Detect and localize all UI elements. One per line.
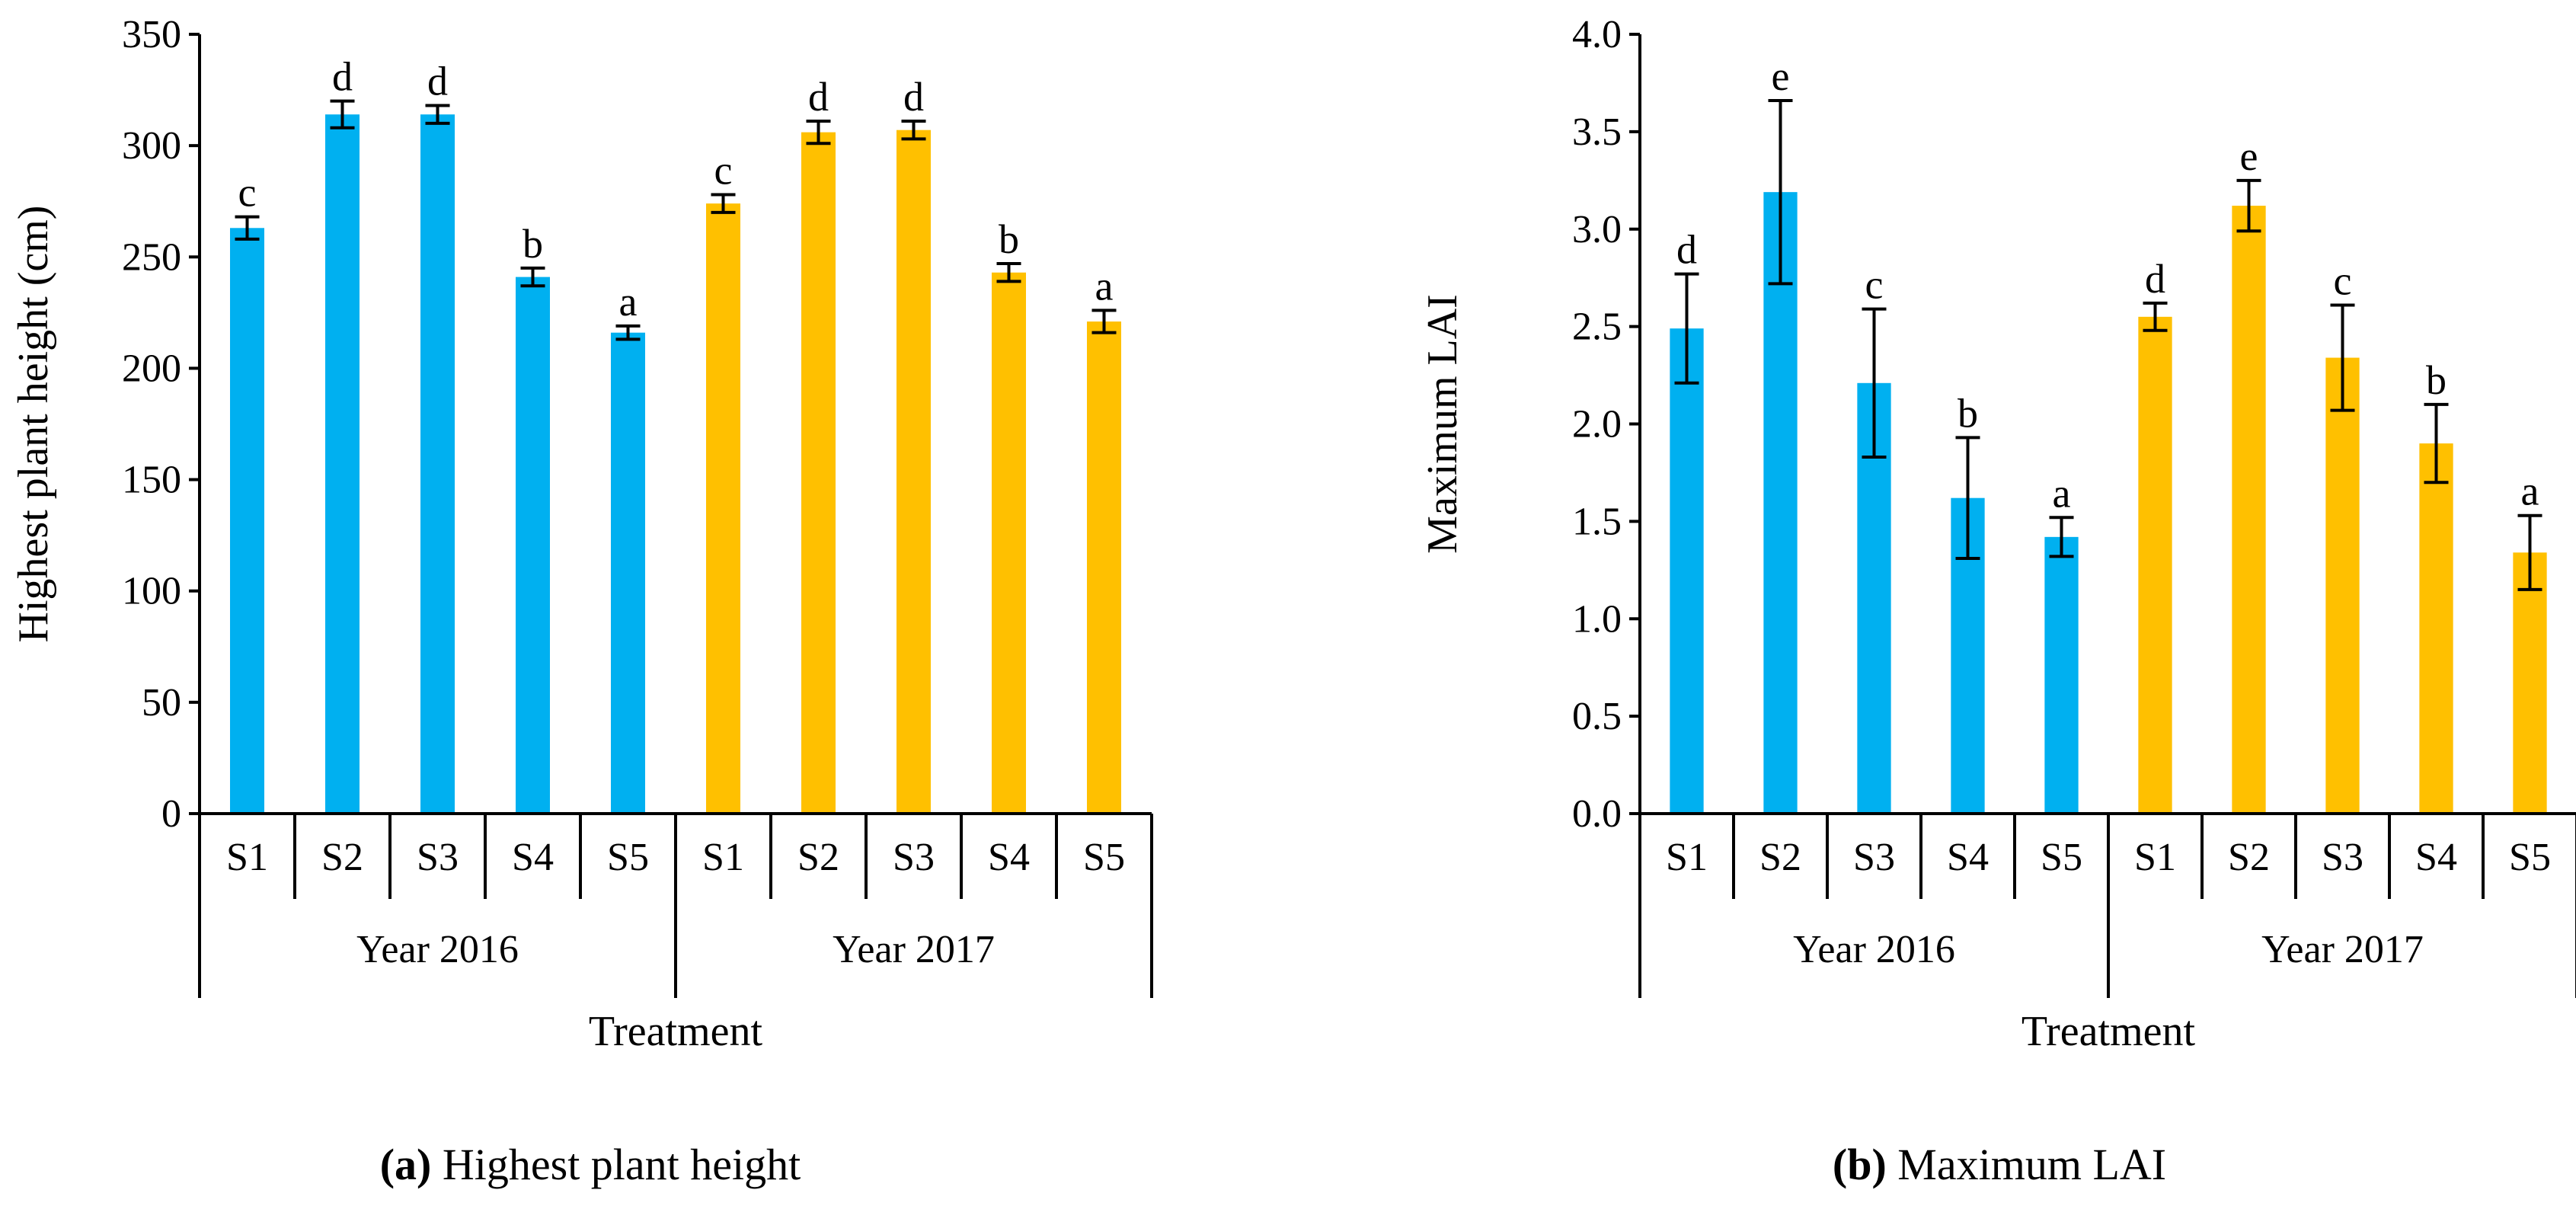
y-tick-label: 150	[122, 459, 181, 502]
y-tick-label: 0.5	[1572, 695, 1622, 738]
significance-letter: a	[619, 279, 638, 325]
x-axis-title: Treatment	[2021, 1008, 2196, 1055]
x-axis-title: Treatment	[589, 1008, 763, 1055]
group-label: Year 2017	[2261, 928, 2424, 971]
caption-label: (a)	[380, 1140, 443, 1189]
significance-letter: a	[2521, 469, 2539, 514]
bar	[2419, 443, 2453, 814]
category-label: S3	[2322, 836, 2363, 879]
y-tick-label: 200	[122, 347, 181, 390]
group-label: Year 2017	[833, 928, 995, 971]
significance-letter: a	[2053, 470, 2071, 516]
category-label: S1	[1666, 836, 1708, 879]
category-label: S2	[321, 836, 363, 879]
bar	[706, 203, 740, 814]
category-label: S3	[417, 836, 459, 879]
bar	[2325, 357, 2360, 814]
significance-letter: d	[808, 74, 829, 120]
group-label: Year 2016	[356, 928, 519, 971]
bar	[230, 228, 264, 814]
category-label: S2	[797, 836, 839, 879]
bar	[2138, 316, 2172, 814]
significance-letter: e	[1772, 53, 1790, 99]
bar	[611, 332, 645, 814]
significance-letter: d	[1676, 227, 1697, 273]
significance-letter: d	[427, 59, 448, 104]
y-tick-label: 350	[122, 13, 181, 56]
y-tick-label: 0.0	[1572, 792, 1622, 836]
y-tick-label: 1.0	[1572, 597, 1622, 641]
y-tick-label: 3.5	[1572, 110, 1622, 154]
significance-letter: c	[238, 170, 257, 216]
significance-letter: b	[999, 216, 1019, 262]
significance-letter: a	[1095, 263, 1114, 309]
y-tick-label: 250	[122, 235, 181, 279]
bar	[896, 130, 931, 814]
category-label: S3	[893, 836, 935, 879]
significance-letter: b	[523, 221, 543, 267]
y-tick-label: 3.0	[1572, 208, 1622, 251]
chart-a: 0 50 100 150 200 250 300 350 c S1 d S2 d S3 b S4 a S5 Year…	[10, 13, 1153, 1189]
y-axis-title: Highest plant height (cm)	[10, 206, 57, 643]
bar	[992, 272, 1026, 814]
chart-caption: (a) Highest plant height	[380, 1140, 801, 1189]
category-label: S4	[988, 836, 1030, 879]
bar	[2513, 552, 2547, 814]
y-tick-label: 2.0	[1572, 403, 1622, 446]
category-label: S2	[1759, 836, 1801, 879]
category-label: S5	[2509, 836, 2551, 879]
bar	[1670, 328, 1704, 814]
category-label: S4	[512, 836, 554, 879]
chart-b: 0.0 0.5 1.0 1.5 2.0 2.5 3.0 3.5 4.0 d S1 e S2 c S3 b S4 a…	[1419, 13, 2576, 1189]
chart-caption: (b) Maximum LAI	[1833, 1140, 2166, 1189]
category-label: S5	[607, 836, 649, 879]
significance-letter: b	[1958, 390, 1978, 436]
significance-letter: d	[332, 54, 353, 100]
y-tick-label: 300	[122, 124, 181, 168]
bar	[801, 132, 836, 814]
y-tick-label: 2.5	[1572, 305, 1622, 349]
bar	[2044, 536, 2079, 814]
y-tick-label: 4.0	[1572, 13, 1622, 56]
significance-letter: b	[2426, 357, 2447, 403]
bar	[516, 277, 550, 814]
y-tick-label: 50	[142, 681, 181, 724]
bar	[2232, 206, 2266, 814]
category-label: S4	[2415, 836, 2457, 879]
y-tick-label: 0	[161, 792, 181, 836]
significance-letter: d	[2145, 256, 2165, 302]
category-label: S1	[702, 836, 744, 879]
category-label: S5	[1083, 836, 1125, 879]
bar	[325, 114, 360, 814]
bar	[1763, 192, 1798, 814]
y-axis-title: Maximum LAI	[1419, 294, 1466, 554]
caption-text: Highest plant height	[443, 1140, 801, 1189]
group-label: Year 2016	[1793, 928, 1955, 971]
significance-letter: c	[1865, 262, 1884, 308]
category-label: S4	[1947, 836, 1989, 879]
category-label: S2	[2228, 836, 2270, 879]
bar	[420, 114, 455, 814]
y-tick-label: 100	[122, 570, 181, 613]
category-label: S1	[2134, 836, 2176, 879]
significance-letter: c	[714, 147, 733, 193]
y-tick-label: 1.5	[1572, 500, 1622, 543]
significance-letter: c	[2334, 257, 2352, 303]
caption-text: Maximum LAI	[1897, 1140, 2166, 1189]
significance-letter: e	[2240, 133, 2258, 179]
category-label: S3	[1853, 836, 1895, 879]
caption-label: (b)	[1833, 1140, 1897, 1189]
bar	[1087, 321, 1121, 814]
category-label: S5	[2041, 836, 2082, 879]
significance-letter: d	[903, 74, 924, 120]
category-label: S1	[226, 836, 268, 879]
